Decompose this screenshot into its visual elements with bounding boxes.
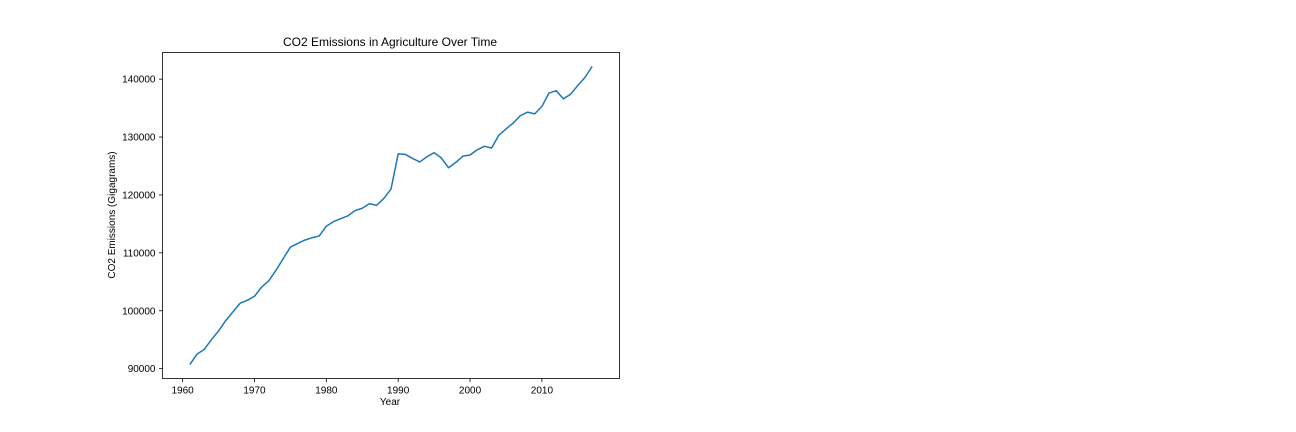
chart-title: CO2 Emissions in Agriculture Over Time	[283, 35, 497, 49]
y-tick-label: 90000	[128, 364, 156, 375]
y-tick-label: 120000	[122, 190, 156, 201]
x-axis-label: Year	[380, 397, 401, 408]
x-tick-label: 1980	[315, 386, 338, 397]
x-tick-label: 1960	[171, 386, 194, 397]
x-axis: 1960 1970 1980 1990 2000 2010	[171, 378, 554, 397]
plot-area	[189, 65, 593, 366]
y-tick-label: 110000	[123, 248, 156, 259]
x-tick-label: 2010	[531, 386, 554, 397]
x-tick-label: 1990	[387, 386, 410, 397]
y-axis: 90000 100000 110000 120000 130000 140000	[122, 75, 163, 375]
x-tick-label: 1970	[243, 386, 266, 397]
plot-frame	[162, 52, 620, 379]
y-tick-label: 140000	[122, 75, 156, 86]
y-tick-label: 100000	[122, 306, 156, 317]
y-axis-label: CO2 Emissions (Gigagrams)	[107, 151, 118, 278]
y-tick-label: 130000	[122, 133, 156, 144]
series-line	[189, 65, 593, 366]
x-tick-label: 2000	[459, 386, 482, 397]
